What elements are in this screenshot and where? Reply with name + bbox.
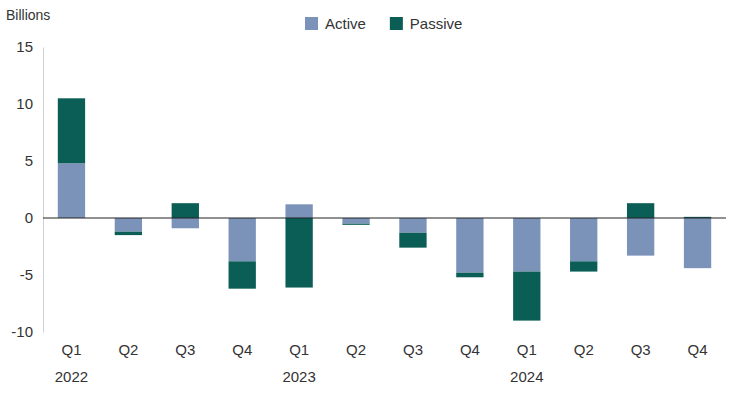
x-tick: Q3 xyxy=(631,332,651,358)
y-axis-title: Billions xyxy=(6,7,50,23)
legend: Active Passive xyxy=(305,15,462,32)
y-tick-label: 10 xyxy=(16,95,33,112)
x-tick: Q3 xyxy=(175,332,195,358)
y-tick: -5 xyxy=(20,266,43,283)
y-tick-label: 0 xyxy=(25,209,33,226)
bar xyxy=(570,218,597,261)
y-tick-label: 15 xyxy=(16,38,33,55)
bar xyxy=(58,98,85,163)
bar xyxy=(115,232,142,235)
x-tick-label-line: Q1 xyxy=(289,341,309,358)
bar xyxy=(627,218,654,256)
x-tick: Q1 2022 xyxy=(55,332,88,385)
bar xyxy=(399,218,426,233)
x-tick-label-line: Q3 xyxy=(175,341,195,358)
bar xyxy=(684,218,711,268)
bar xyxy=(172,218,199,228)
zero-line xyxy=(43,218,726,219)
x-tick-label: Q3 xyxy=(403,341,423,358)
y-tick: 5 xyxy=(25,152,43,169)
y-axis: -10 -5 0 5 10 15 xyxy=(11,38,43,340)
bar xyxy=(58,163,85,218)
x-tick-label: Q1 2023 xyxy=(282,341,315,385)
x-tick-label-line: Q2 xyxy=(574,341,594,358)
legend-label: Passive xyxy=(410,15,463,32)
x-tick: Q4 xyxy=(688,332,708,358)
bar xyxy=(627,203,654,218)
bar xyxy=(285,218,312,288)
x-tick: Q1 2023 xyxy=(282,332,315,385)
legend-item: Active xyxy=(305,15,366,32)
x-axis: Q1 2022 Q2 Q3 Q4 Q1 2023 Q2 Q3 Q4 Q1 2024 Q2 Q3 Q4 xyxy=(44,332,727,385)
y-tick-label: -5 xyxy=(20,266,33,283)
x-tick-label-line: 2022 xyxy=(55,368,88,385)
x-tick-label-line: Q4 xyxy=(688,341,708,358)
bar xyxy=(342,224,369,225)
bar xyxy=(115,218,142,232)
y-tick: 15 xyxy=(16,38,43,55)
x-tick-label: Q2 xyxy=(118,341,138,358)
bar xyxy=(570,261,597,271)
x-tick: Q2 xyxy=(574,332,594,358)
bar xyxy=(229,261,256,288)
x-tick-label-line: Q3 xyxy=(403,341,423,358)
x-tick: Q1 2024 xyxy=(510,332,543,385)
x-tick: Q4 xyxy=(460,332,480,358)
x-tick-label: Q3 xyxy=(175,341,195,358)
x-tick-label: Q2 xyxy=(574,341,594,358)
legend-label: Active xyxy=(325,15,366,32)
y-tick: -10 xyxy=(11,323,43,340)
x-tick-label-line: Q2 xyxy=(346,341,366,358)
y-tick-label: -10 xyxy=(11,323,33,340)
x-tick-label: Q1 2022 xyxy=(55,341,88,385)
bar xyxy=(456,273,483,278)
x-tick: Q2 xyxy=(346,332,366,358)
y-axis-line xyxy=(43,48,44,333)
x-tick-label: Q4 xyxy=(232,341,252,358)
x-tick-label: Q4 xyxy=(460,341,480,358)
x-tick-label: Q1 2024 xyxy=(510,341,543,385)
x-tick: Q3 xyxy=(403,332,423,358)
x-tick-label-line: 2023 xyxy=(282,368,315,385)
bar xyxy=(229,218,256,261)
bar xyxy=(342,218,369,224)
legend-swatch xyxy=(390,17,403,30)
x-tick-label-line: Q3 xyxy=(631,341,651,358)
bar xyxy=(285,204,312,218)
x-tick-label: Q3 xyxy=(631,341,651,358)
legend-swatch xyxy=(305,17,318,30)
x-tick-label: Q4 xyxy=(688,341,708,358)
x-tick-label-line: 2024 xyxy=(510,368,543,385)
x-tick: Q4 xyxy=(232,332,252,358)
x-tick-label-line: Q1 xyxy=(517,341,537,358)
x-tick-label-line: Q2 xyxy=(118,341,138,358)
bar xyxy=(513,218,540,272)
bars xyxy=(58,98,711,320)
bar xyxy=(399,233,426,248)
bar xyxy=(456,218,483,273)
x-tick-label-line: Q4 xyxy=(460,341,480,358)
bar xyxy=(172,203,199,218)
x-tick-label: Q2 xyxy=(346,341,366,358)
chart: -10-5051015BillionsQ12022Q2Q3Q4Q12023Q2Q… xyxy=(0,0,744,393)
y-tick: 0 xyxy=(25,209,43,226)
x-tick-label-line: Q4 xyxy=(232,341,252,358)
bar xyxy=(513,272,540,321)
x-tick: Q2 xyxy=(118,332,138,358)
x-axis-line xyxy=(44,332,727,333)
y-tick-label: 5 xyxy=(25,152,33,169)
legend-item: Passive xyxy=(390,15,463,32)
y-tick: 10 xyxy=(16,95,43,112)
x-tick-label-line: Q1 xyxy=(61,341,81,358)
